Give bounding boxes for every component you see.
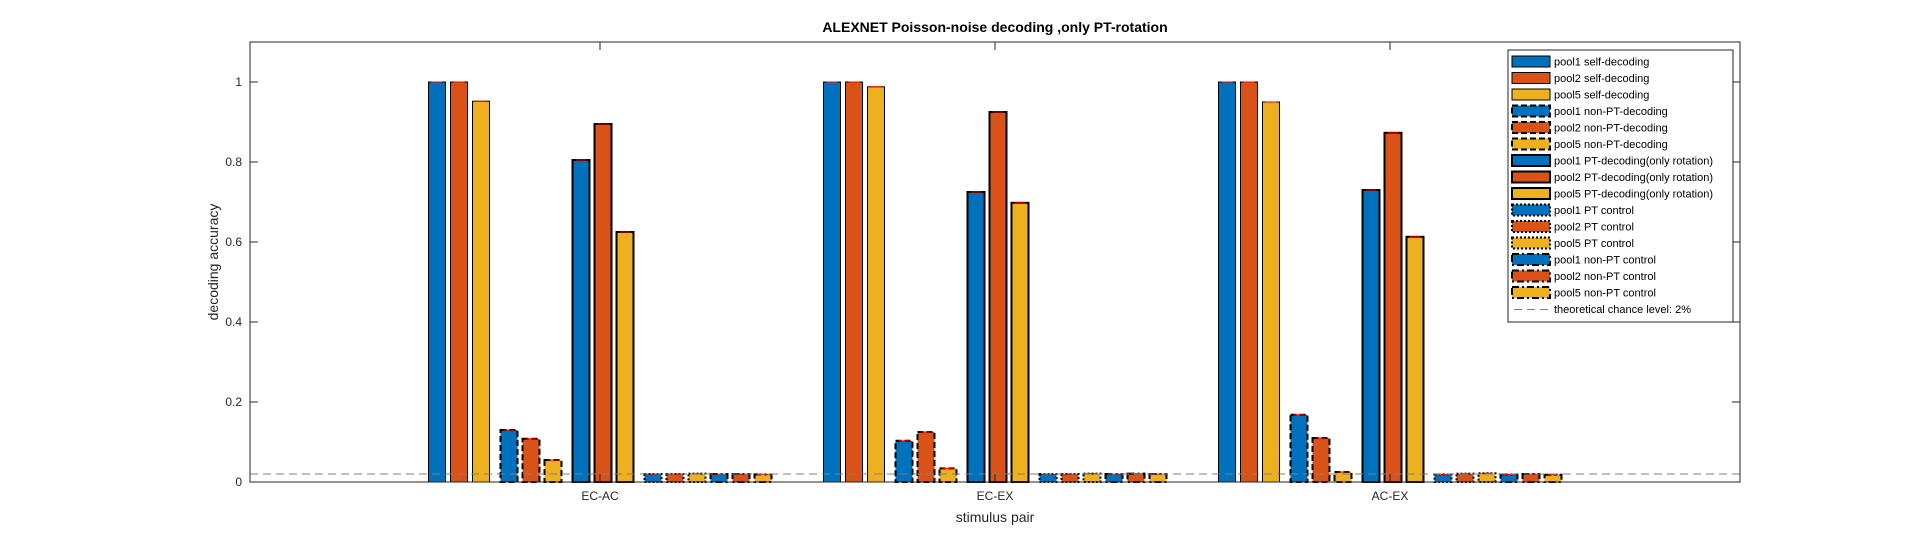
bar-ac-ex-pool1-self-decoding <box>1218 81 1236 483</box>
bar-ec-ex-pool1-pt-control <box>1038 473 1058 483</box>
legend-label: pool2 PT-decoding(only rotation) <box>1554 172 1713 184</box>
bar-ac-ex-pool5-pt-decoding-only-rotation <box>1405 235 1425 483</box>
bar-ac-ex-pool1-pt-decoding-only-rotation <box>1361 189 1381 483</box>
y-tick-label: 0.2 <box>225 395 242 409</box>
legend-swatch <box>1511 220 1551 233</box>
bar-ec-ex-pool2-non-pt-control <box>1126 472 1146 484</box>
bar-ec-ex-pool5-pt-decoding-only-rotation <box>1010 201 1030 484</box>
bar-ec-ex-pool5-non-pt-control <box>1148 473 1168 483</box>
legend-swatch <box>1511 55 1551 68</box>
bar-ac-ex-pool2-self-decoding <box>1240 81 1258 483</box>
y-tick-label: 1 <box>235 75 242 89</box>
legend-swatch <box>1511 203 1551 217</box>
bar-ec-ex-pool2-pt-decoding-only-rotation <box>988 111 1008 483</box>
bar-ac-ex-pool1-non-pt-control <box>1499 473 1519 483</box>
bar-ec-ex-pool1-pt-decoding-only-rotation <box>966 191 986 483</box>
legend-swatch <box>1511 286 1551 299</box>
bar-ec-ac-pool2-pt-decoding-only-rotation <box>593 123 613 483</box>
bar-ec-ac-pool5-non-pt-control <box>753 473 773 483</box>
chart-title: ALEXNET Poisson-noise decoding ,only PT-… <box>822 19 1167 35</box>
bar-ec-ex-pool5-non-pt-decoding <box>938 467 958 483</box>
y-axis: 0 0.2 0.4 0.6 0.8 1 <box>225 75 1740 489</box>
legend-swatch <box>1511 88 1551 101</box>
legend-label: pool5 PT control <box>1554 238 1634 250</box>
x-tick-label: EC-AC <box>581 489 619 503</box>
y-axis-label: decoding accuracy <box>205 204 221 321</box>
bar-ac-ex-pool1-non-pt-decoding <box>1289 413 1309 483</box>
legend-swatch <box>1511 72 1551 84</box>
x-axis: EC-AC EC-EX AC-EX <box>581 42 1408 503</box>
bar-ec-ex-pool5-pt-control <box>1082 472 1102 484</box>
legend-swatch <box>1511 269 1551 283</box>
bar-ac-ex-pool5-pt-control <box>1477 472 1497 484</box>
y-tick-label: 0 <box>235 475 242 489</box>
legend-swatch <box>1511 170 1551 184</box>
bar-ec-ex-pool5-self-decoding <box>867 86 885 483</box>
legend-label: pool1 PT control <box>1554 205 1634 217</box>
legend-label: pool5 non-PT control <box>1554 288 1656 300</box>
x-tick-label: AC-EX <box>1372 489 1409 503</box>
legend-label: pool5 PT-decoding(only rotation) <box>1554 189 1713 201</box>
legend-swatch <box>1511 154 1551 167</box>
legend-label: pool5 non-PT-decoding <box>1554 139 1668 151</box>
bar-ac-ex-pool2-pt-control <box>1455 472 1475 484</box>
legend-label-chance: theoretical chance level: 2% <box>1554 304 1691 316</box>
bar-ec-ac-pool5-pt-decoding-only-rotation <box>615 231 635 483</box>
bar-ac-ex-pool5-self-decoding <box>1262 101 1280 483</box>
legend-swatch <box>1511 187 1551 200</box>
legend-label: pool1 non-PT-decoding <box>1554 106 1668 118</box>
bar-ac-ex-pool2-non-pt-decoding <box>1311 437 1331 483</box>
legend-swatch <box>1511 236 1551 250</box>
y-tick-label: 0.6 <box>225 235 242 249</box>
legend-label: pool2 non-PT-decoding <box>1554 123 1668 135</box>
legend-swatch <box>1511 137 1551 151</box>
x-axis-label: stimulus pair <box>956 509 1035 525</box>
legend-label: pool2 PT control <box>1554 222 1634 234</box>
bar-ec-ac-pool1-pt-decoding-only-rotation <box>571 159 591 483</box>
bar-ec-ex-pool1-non-pt-control <box>1104 473 1124 483</box>
bar-ec-ac-pool2-non-pt-decoding <box>521 437 541 483</box>
legend-swatch <box>1511 121 1551 134</box>
y-tick-label: 0.8 <box>225 155 242 169</box>
bar-ec-ac-pool2-non-pt-control <box>731 473 751 483</box>
legend-label: pool2 non-PT control <box>1554 271 1656 283</box>
legend-label: pool1 self-decoding <box>1554 57 1649 69</box>
bar-ac-ex-pool5-non-pt-control <box>1543 473 1563 483</box>
bar-ac-ex-pool2-pt-decoding-only-rotation <box>1383 131 1403 484</box>
bar-ec-ac-pool2-pt-control <box>665 473 685 483</box>
x-tick-label: EC-EX <box>977 489 1014 503</box>
bar-ec-ac-pool1-pt-control <box>643 473 663 483</box>
y-tick-label: 0.4 <box>225 315 242 329</box>
bar-ec-ex-pool2-self-decoding <box>845 81 863 483</box>
bars-layer <box>428 81 1563 484</box>
legend-swatch <box>1511 104 1551 118</box>
legend-swatch <box>1511 253 1551 266</box>
legend-label: pool2 self-decoding <box>1554 73 1649 85</box>
bar-ec-ac-pool1-self-decoding <box>428 81 446 483</box>
bar-ec-ac-pool5-pt-control <box>687 472 707 484</box>
legend-label: pool5 self-decoding <box>1554 90 1649 102</box>
bar-ec-ex-pool1-non-pt-decoding <box>894 439 914 483</box>
legend: pool1 self-decoding pool2 self-decoding po… <box>1507 49 1734 323</box>
bar-ac-ex-pool5-non-pt-decoding <box>1333 471 1353 483</box>
bar-ec-ac-pool2-self-decoding <box>450 81 468 483</box>
bar-ec-ac-pool5-self-decoding <box>472 100 490 483</box>
bar-ac-ex-pool2-non-pt-control <box>1521 473 1541 483</box>
bar-ec-ex-pool1-self-decoding <box>823 81 841 483</box>
bar-ec-ac-pool5-non-pt-decoding <box>543 459 563 483</box>
legend-label: pool1 PT-decoding(only rotation) <box>1554 156 1713 168</box>
bar-ec-ex-pool2-pt-control <box>1060 473 1080 483</box>
bar-ac-ex-pool1-pt-control <box>1433 473 1453 483</box>
legend-label: pool1 non-PT control <box>1554 255 1656 267</box>
bar-ec-ac-pool1-non-pt-control <box>709 473 729 483</box>
